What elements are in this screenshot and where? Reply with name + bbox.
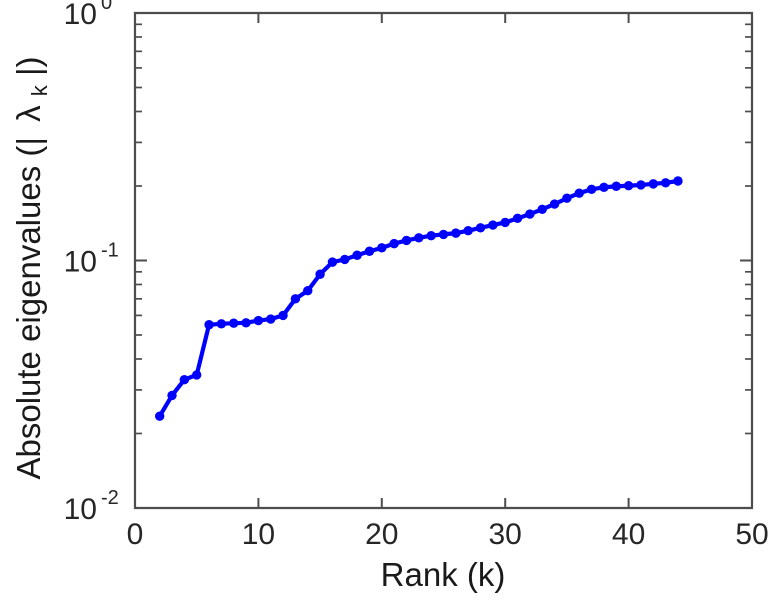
y-tick-label-base: 10 [64, 246, 97, 279]
data-point-marker [364, 246, 375, 256]
x-tick-label: 0 [127, 518, 144, 551]
data-series-group [154, 176, 683, 421]
y-axis-title-lambda-symbol: λ [10, 105, 47, 122]
y-tick-label-group: 10 -1 [64, 240, 119, 279]
data-point-marker [241, 318, 251, 328]
y-tick-label-exponent: -1 [101, 240, 119, 262]
data-point-marker [266, 314, 276, 324]
data-point-marker [500, 217, 510, 228]
data-point-marker [352, 250, 362, 260]
data-point-marker [204, 320, 214, 330]
data-point-marker [611, 181, 621, 191]
y-tick-label-base: 10 [64, 493, 97, 526]
x-axis-title-text: Rank (k) [381, 556, 506, 593]
data-point-marker [537, 204, 547, 215]
x-tick-label: 50 [735, 518, 768, 551]
data-point-marker [512, 213, 523, 224]
data-point-marker [488, 220, 498, 230]
data-point-marker [426, 230, 436, 241]
data-point-marker [303, 286, 313, 296]
data-point-marker [414, 233, 424, 243]
data-point-marker [586, 184, 597, 194]
x-axis-tick-labels: 0 10 20 30 40 50 [127, 518, 769, 551]
data-point-marker [290, 294, 301, 304]
data-point-marker [389, 238, 399, 249]
y-axis-title-text: Absolute eigenvalues (| λ k |) [10, 56, 54, 479]
data-point-marker [192, 370, 202, 380]
data-point-marker [179, 374, 190, 385]
data-point-marker [315, 269, 325, 279]
y-axis-title-suffix: |) [10, 56, 47, 76]
data-point-marker [636, 180, 646, 190]
data-point-marker [623, 181, 634, 191]
y-axis-title: Absolute eigenvalues (| λ k |) [10, 56, 54, 479]
y-axis-title-prefix: Absolute eigenvalues (| [10, 137, 47, 479]
x-tick-label: 20 [365, 518, 398, 551]
y-axis-ticks [135, 12, 752, 509]
data-point-marker [562, 193, 572, 203]
data-point-marker [401, 235, 412, 246]
data-point-marker [377, 243, 387, 253]
data-point-marker [648, 179, 658, 189]
data-point-marker [599, 182, 609, 193]
x-tick-label: 40 [612, 518, 645, 551]
data-point-marker [167, 390, 177, 401]
plot-box-border [133, 11, 754, 510]
series-markers-absolute-eigenvalues [154, 176, 683, 421]
x-axis-title: Rank (k) [381, 556, 506, 593]
x-tick-label: 30 [489, 518, 522, 551]
data-point-marker [154, 411, 165, 421]
data-point-marker [451, 228, 461, 238]
y-tick-label-group: 10 -2 [64, 487, 119, 526]
data-point-marker [660, 178, 671, 188]
data-point-marker [549, 199, 560, 209]
data-point-marker [278, 310, 288, 321]
data-point-marker [475, 223, 486, 233]
data-point-marker [216, 319, 227, 329]
data-point-marker [525, 209, 535, 219]
y-tick-label-exponent: -2 [101, 487, 119, 509]
y-axis-title-subscript: k [27, 84, 52, 96]
data-point-marker [340, 254, 350, 265]
data-point-marker [229, 318, 239, 328]
series-line-absolute-eigenvalues [157, 178, 681, 419]
y-tick-label-group: 10 0 [64, 0, 113, 31]
data-point-marker [253, 315, 264, 326]
x-axis-ticks [134, 13, 753, 508]
x-tick-label: 10 [242, 518, 275, 551]
data-point-marker [673, 176, 683, 186]
data-point-marker [574, 188, 584, 198]
data-point-marker [438, 229, 449, 240]
data-point-marker [463, 225, 473, 236]
y-tick-label-base: 10 [64, 0, 97, 31]
axes-frame [133, 11, 754, 510]
data-point-marker [327, 257, 338, 267]
y-tick-label-exponent: 0 [101, 0, 112, 14]
